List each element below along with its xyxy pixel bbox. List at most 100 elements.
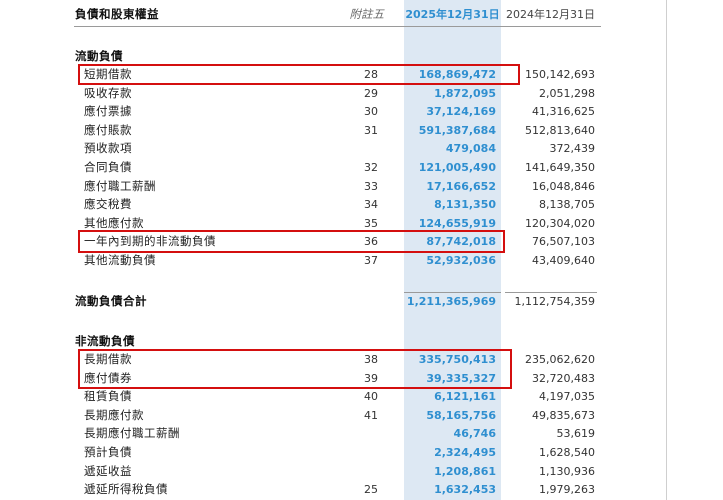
total-top-rule-prior (505, 292, 597, 293)
row-current-value: 168,869,472 (418, 68, 496, 81)
row-prior-value: 4,197,035 (539, 390, 595, 404)
total-current-value: 1,211,365,969 (406, 295, 496, 308)
row-note: 41 (364, 408, 378, 422)
row-note: 40 (364, 390, 378, 404)
row-label: 租賃負債 (84, 389, 132, 404)
row-prior-value: 43,409,640 (532, 254, 595, 267)
row-prior-value: 150,142,693 (525, 68, 595, 81)
table-row: 遞延所得稅負債 25 1,632,453 1,979,263 (0, 480, 723, 499)
row-label: 長期應付款 (84, 407, 144, 422)
table-row: 短期借款 28 168,869,472 150,142,693 (0, 65, 723, 84)
total-label: 流動負債合計 (75, 294, 147, 308)
row-prior-value: 32,720,483 (532, 371, 595, 385)
row-current-value: 1,208,861 (434, 464, 496, 478)
table-row: 租賃負債 40 6,121,161 4,197,035 (0, 387, 723, 406)
row-label: 應付職工薪酬 (84, 178, 156, 193)
highlight-box-long-term-debt (78, 349, 512, 389)
row-note: 39 (364, 371, 378, 385)
row-current-value: 46,746 (453, 427, 496, 441)
current-liabilities-heading: 流動負債 (75, 49, 123, 63)
row-label: 應付債券 (84, 370, 132, 385)
section-heading: 流動負債 (0, 47, 723, 66)
total-top-rule (404, 292, 501, 293)
table-row: 一年內到期的非流動負債 36 87,742,018 76,507,103 (0, 232, 723, 251)
row-prior-value: 76,507,103 (532, 235, 595, 249)
row-label: 遞延收益 (84, 463, 132, 478)
table-row: 吸收存款 29 1,872,095 2,051,298 (0, 84, 723, 103)
section-heading: 非流動負債 (0, 332, 723, 351)
row-prior-value: 235,062,620 (525, 353, 595, 366)
row-prior-value: 1,628,540 (539, 446, 595, 459)
row-label: 長期應付職工薪酬 (84, 426, 180, 441)
row-current-value: 52,932,036 (426, 254, 496, 267)
prior-year-header: 2024年12月31日 (506, 8, 595, 21)
total-row: 流動負債合計 1,211,365,969 1,112,754,359 (0, 292, 723, 311)
row-note (350, 424, 378, 443)
header-divider (74, 26, 601, 27)
row-current-value: 1,872,095 (434, 86, 496, 100)
row-current-value: 121,005,490 (418, 161, 496, 174)
table-title: 負債和股東權益 (75, 7, 159, 21)
row-current-value: 6,121,161 (434, 390, 496, 404)
row-prior-value: 8,138,705 (539, 198, 595, 212)
row-current-value: 17,166,652 (426, 179, 496, 193)
table-row: 長期借款 38 335,750,413 235,062,620 (0, 350, 723, 369)
row-note: 37 (364, 254, 378, 267)
row-label: 長期借款 (84, 352, 132, 366)
table-row: 其他應付款 35 124,655,919 120,304,020 (0, 214, 723, 233)
row-current-value: 591,387,684 (418, 123, 496, 137)
row-note: 28 (364, 68, 378, 81)
row-prior-value: 1,130,936 (539, 464, 595, 478)
row-prior-value: 372,439 (549, 142, 596, 156)
row-current-value: 335,750,413 (418, 353, 496, 366)
row-note (350, 462, 378, 481)
row-current-value: 39,335,327 (426, 371, 496, 385)
table-header: 負債和股東權益 附註五 2025年12月31日 2024年12月31日 (0, 5, 723, 24)
row-label: 一年內到期的非流動負債 (84, 234, 216, 249)
row-note: 31 (364, 123, 378, 137)
row-prior-value: 53,619 (556, 427, 596, 441)
row-label: 應付票據 (84, 104, 132, 119)
row-label: 其他流動負債 (84, 253, 156, 267)
row-current-value: 479,084 (445, 142, 496, 156)
table-row: 遞延收益 1,208,861 1,130,936 (0, 462, 723, 481)
row-note (350, 139, 378, 158)
row-current-value: 1,632,453 (434, 483, 496, 497)
row-prior-value: 120,304,020 (525, 216, 595, 230)
row-note (350, 443, 378, 462)
total-prior-value: 1,112,754,359 (514, 295, 595, 308)
row-prior-value: 49,835,673 (532, 408, 595, 422)
row-prior-value: 1,979,263 (539, 483, 595, 497)
noncurrent-liabilities-heading: 非流動負債 (75, 334, 135, 348)
row-note: 25 (364, 483, 378, 497)
row-prior-value: 41,316,625 (532, 105, 595, 119)
table-row: 長期應付職工薪酬 46,746 53,619 (0, 424, 723, 443)
table-row: 預計負債 2,324,495 1,628,540 (0, 443, 723, 462)
row-label: 預計負債 (84, 445, 132, 459)
row-note: 30 (364, 105, 378, 119)
row-prior-value: 16,048,846 (532, 179, 595, 193)
current-year-header: 2025年12月31日 (405, 8, 500, 21)
row-note: 35 (364, 216, 378, 230)
row-current-value: 2,324,495 (434, 446, 496, 459)
row-label: 合同負債 (84, 160, 132, 174)
row-note: 29 (364, 86, 378, 100)
table-row: 應交稅費 34 8,131,350 8,138,705 (0, 195, 723, 214)
row-label: 應交稅費 (84, 197, 132, 212)
note-column-header: 附註五 (349, 7, 385, 21)
highlight-box-current-portion (78, 230, 505, 253)
table-row: 其他流動負債 37 52,932,036 43,409,640 (0, 251, 723, 270)
row-current-value: 58,165,756 (426, 408, 496, 422)
row-note: 33 (364, 179, 378, 193)
row-note: 32 (364, 161, 378, 174)
table-row: 長期應付款 41 58,165,756 49,835,673 (0, 406, 723, 425)
row-label: 遞延所得稅負債 (84, 482, 168, 497)
row-prior-value: 141,649,350 (525, 161, 595, 174)
row-note: 36 (364, 235, 378, 249)
row-label: 應付賬款 (84, 122, 132, 137)
table-row: 應付債券 39 39,335,327 32,720,483 (0, 369, 723, 388)
row-note: 34 (364, 198, 378, 212)
row-current-value: 37,124,169 (426, 105, 496, 119)
row-label: 吸收存款 (84, 85, 132, 100)
